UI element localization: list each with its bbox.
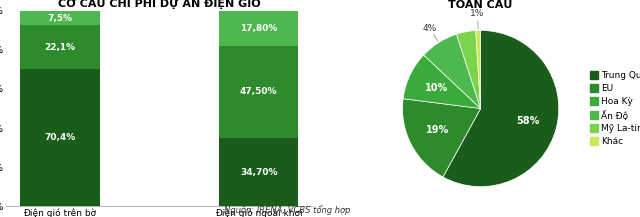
Text: 70,4%: 70,4% [44,133,76,142]
Wedge shape [403,99,481,177]
Title: THỊ PHẦN SẢN XUẤT TURBINE GIÓ
TOÀN CẦU: THỊ PHẦN SẢN XUẤT TURBINE GIÓ TOÀN CẦU [374,0,587,10]
Wedge shape [403,55,481,108]
Text: Nguồn: IRENA, VCBS tổng hợp: Nguồn: IRENA, VCBS tổng hợp [224,205,351,215]
Wedge shape [476,30,481,108]
Bar [219,46,298,138]
Bar [20,26,100,69]
Wedge shape [443,30,559,187]
Text: 7,5%: 7,5% [47,14,72,23]
Text: 10%: 10% [425,83,449,93]
Text: 4%: 4% [422,23,436,33]
Text: 1%: 1% [470,9,485,18]
Wedge shape [456,31,481,108]
Bar [20,69,100,206]
Wedge shape [424,34,481,108]
Bar [219,138,298,206]
Bar [219,11,298,46]
Text: 19%: 19% [426,125,449,135]
Text: 47,50%: 47,50% [240,87,278,97]
Text: 22,1%: 22,1% [44,43,76,52]
Legend: Trung Quốc, EU, Hoa Kỳ, Ấn Độ, Mỹ La-tin, Khác: Trung Quốc, EU, Hoa Kỳ, Ấn Độ, Mỹ La-tin… [587,67,640,150]
Text: 17,80%: 17,80% [240,24,277,33]
Text: 58%: 58% [516,115,540,126]
Title: CƠ CẤU CHI PHÍ DỰ ÁN ĐIỆN GIÓ: CƠ CẤU CHI PHÍ DỰ ÁN ĐIỆN GIÓ [58,0,260,9]
Text: 34,70%: 34,70% [240,168,278,177]
Bar [20,11,100,26]
